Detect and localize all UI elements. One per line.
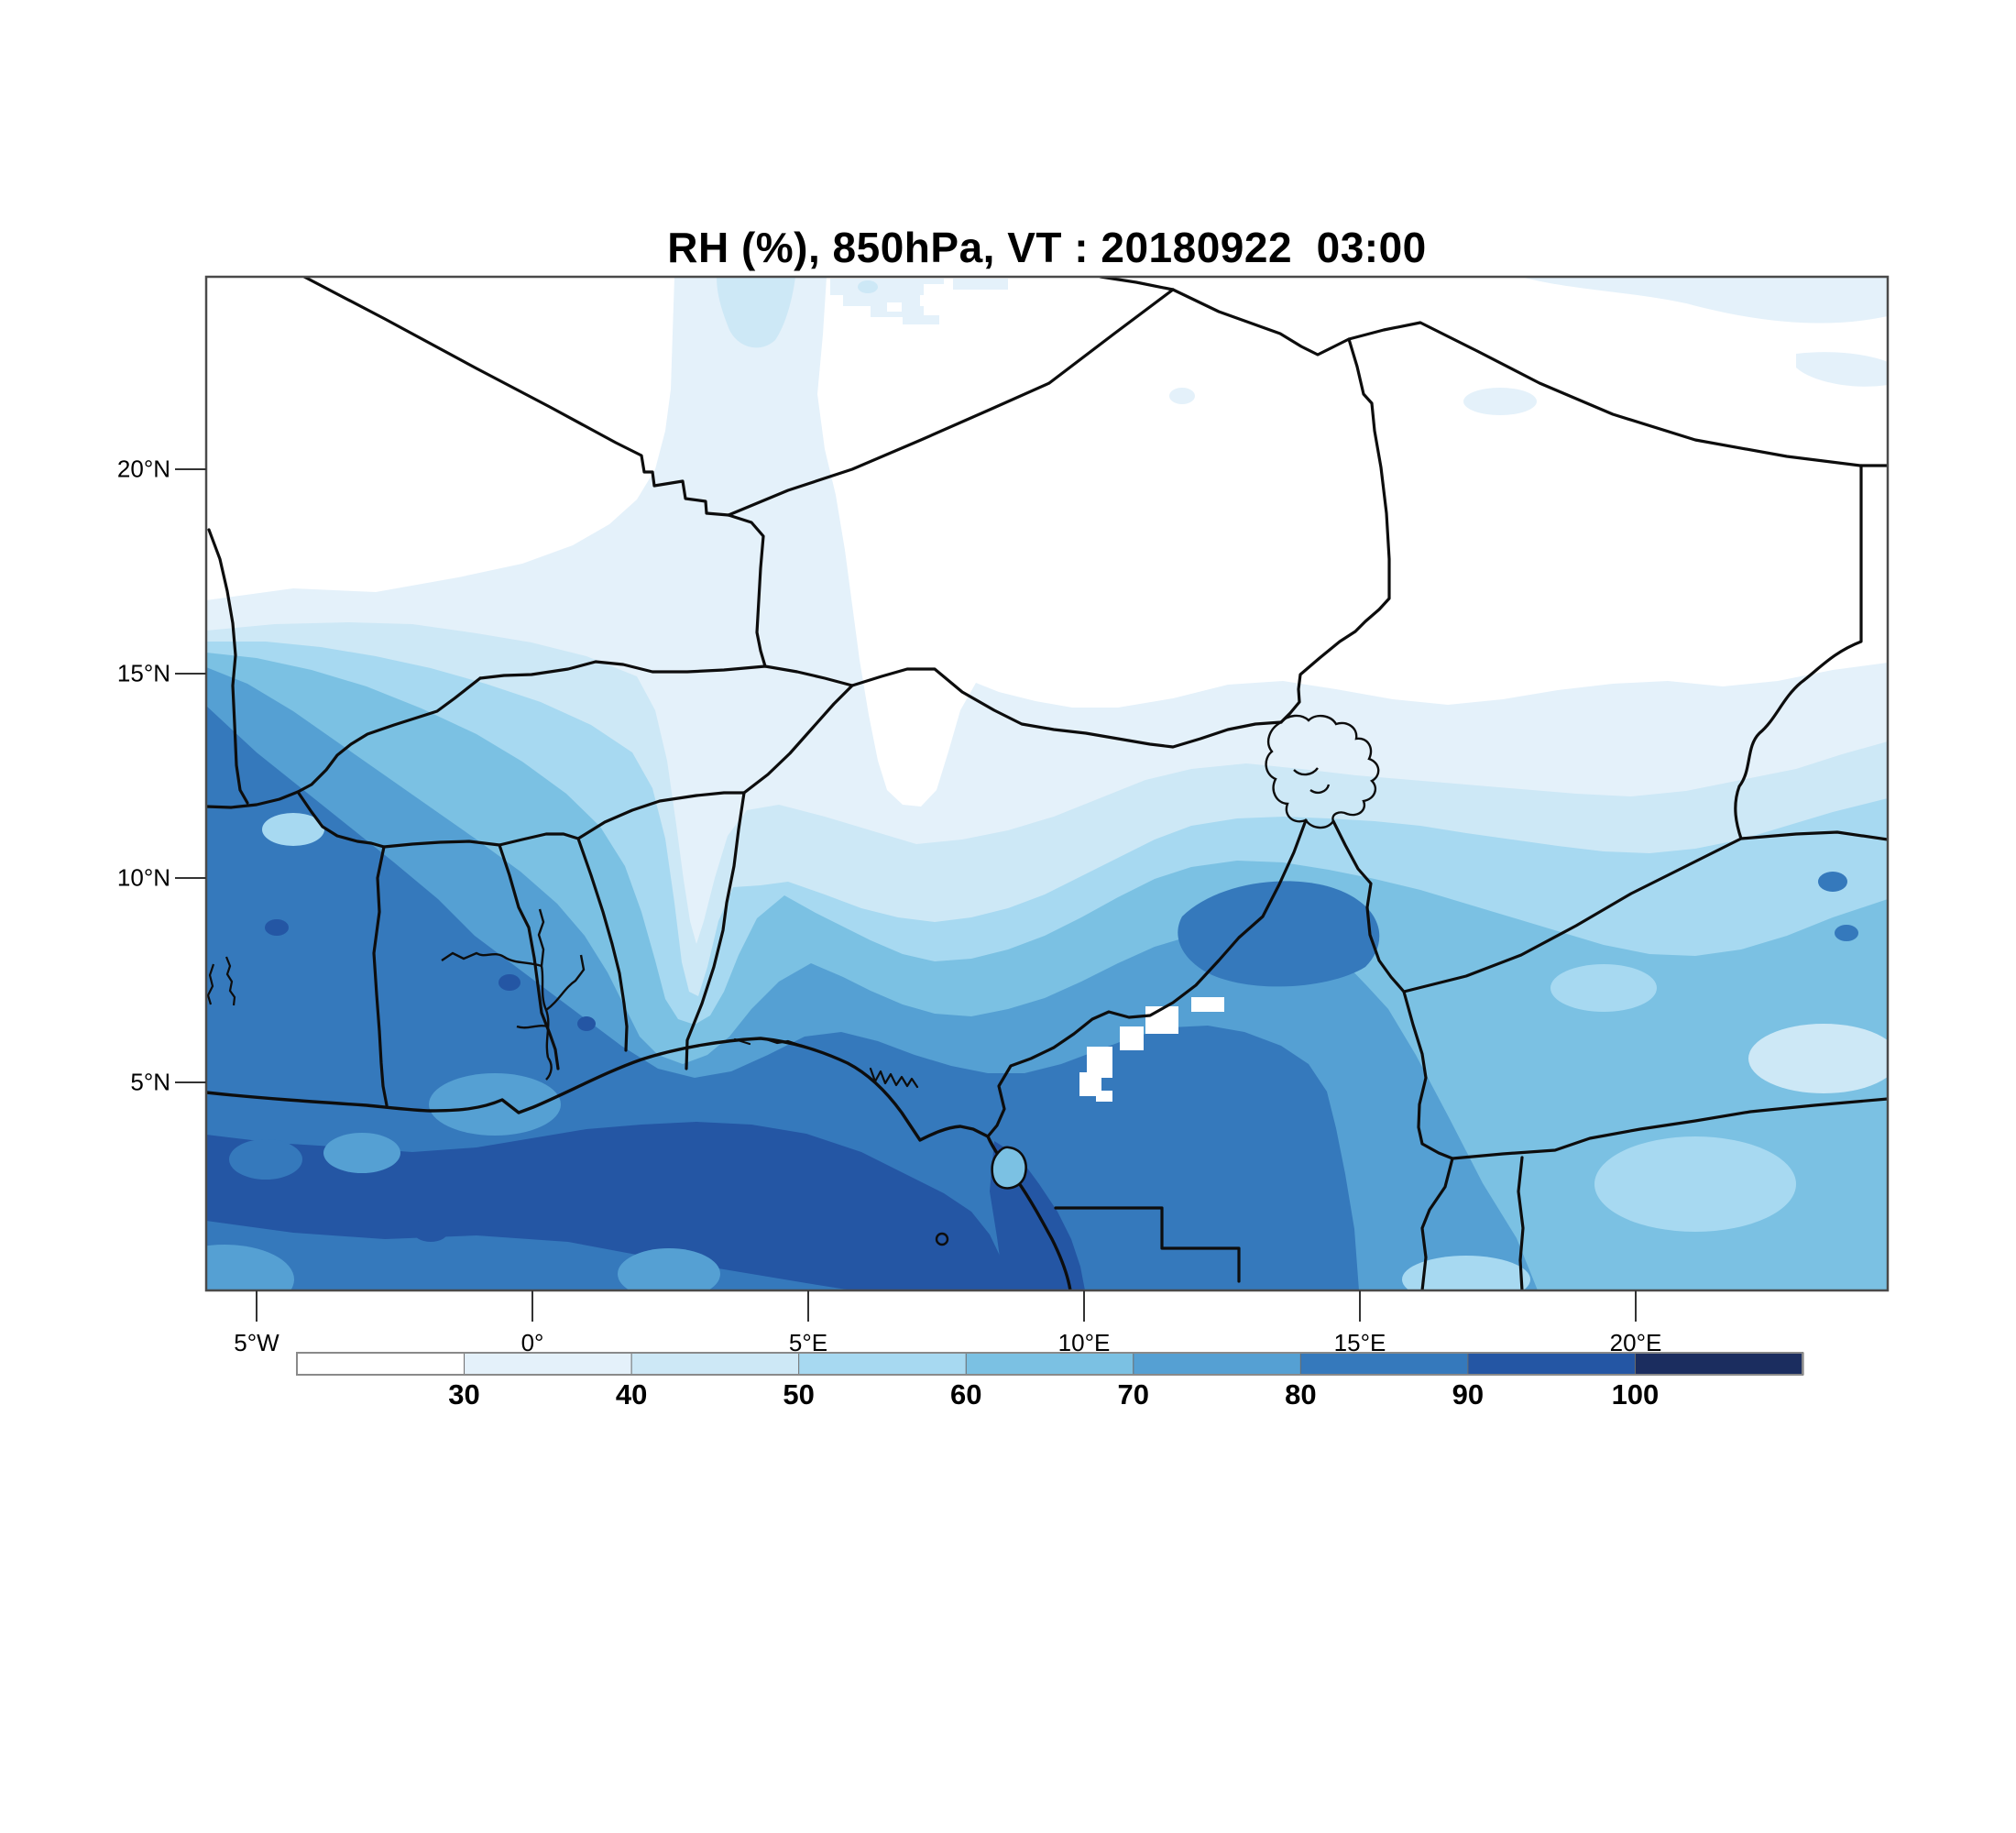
map-frame [204,275,1890,1292]
light-patch-70-80 [429,1073,561,1136]
border-benin-nigeria [685,791,746,1070]
border-ghana-north [382,840,501,849]
contour-blob-80-90 [1178,881,1380,987]
contour-patch-30-40 [903,315,939,324]
missing-data-patches [887,284,1224,1102]
border-chad-east [1402,464,1888,993]
border-mali-west [207,528,249,805]
colorbar-boundary-label: 80 [1285,1378,1317,1410]
border-algeria-niger [727,277,1175,517]
y-tick-label: 15°N [116,659,170,687]
contour-dot-90-100 [577,1016,596,1031]
light-patch-50-60 [262,813,324,846]
x-tick-label: 5°W [234,1329,279,1356]
light-patch-70-80 [206,1245,294,1290]
contour-patch-30-40 [953,279,1008,290]
border-niger-chad [1279,337,1391,724]
colorbar-boundary-label: 60 [949,1378,982,1410]
light-patch-50-60 [1550,964,1657,1012]
border-nigeria-cameroon [986,818,1308,1138]
x-tick-label: 15°E [1333,1329,1386,1356]
niger-delta-lagoons [733,1037,919,1089]
contour-dot-80-90 [1818,872,1847,892]
lake-chad [1265,714,1380,829]
colorbar-boundary-label: 40 [615,1378,648,1410]
light-patch-40-50 [1748,1024,1888,1093]
border-eq-guinea [1054,1206,1241,1283]
border-mali-algeria [302,277,730,517]
light-patch-50-60 [1594,1136,1796,1232]
light-patch-80-90 [229,1139,302,1180]
contour-patch-30-40 [1169,388,1195,404]
contour-dot-90-100 [265,919,289,936]
contour-field [206,277,1888,1290]
light-patch-50-60 [1402,1256,1530,1290]
colorbar-boundary-label: 90 [1452,1378,1485,1410]
contour-patch-30-40 [830,279,944,295]
border-niger-libya [1171,288,1888,467]
border-togo-benin [576,837,629,1052]
colorbar-segment [1634,1352,1804,1376]
contour-patch-30-40 [1796,352,1888,387]
colorbar [297,1352,1804,1376]
bioko-island [991,1146,1027,1190]
contour-dot-80-90 [1835,925,1858,941]
x-tick-label: 10°E [1057,1329,1111,1356]
border-mali-niger [727,513,767,668]
y-tick-label: 5°N [130,1068,170,1096]
colorbar-boundary-label: 100 [1611,1378,1660,1410]
ivorycoast-lakes [206,956,236,1006]
border-togo-benin-north [498,791,746,847]
border-car-north [1451,1097,1888,1160]
x-tick-label: 5°E [788,1329,828,1356]
x-tick-label: 0° [520,1329,544,1356]
colorbar-segment [630,1352,801,1376]
light-patch-70-80 [618,1248,720,1290]
border-ghana-togo [498,843,560,1070]
y-tick-label: 20°N [116,455,170,483]
contour-fill-90-100 [206,1122,1005,1290]
colorbar-boundary-label: 30 [448,1378,480,1410]
contour-patch-30-40 [1521,277,1888,324]
border-car-west [1517,1156,1525,1290]
light-patch-70-80 [323,1133,400,1173]
plot-title: RH (%), 850hPa, VT : 20180922 03:00 [667,224,1427,271]
x-tick-label: 20°E [1609,1329,1662,1356]
contour-dot-90-100 [412,1218,449,1242]
contour-fill-80-90 [206,706,1359,1290]
contour-patch-40-50 [858,280,878,293]
contour-dot-90-100 [499,974,520,991]
border-cameroon-car [1402,990,1454,1290]
colorbar-segment [798,1352,968,1376]
border-ivorycoast-ghana [372,845,389,1107]
lake-volta [441,908,586,1081]
colorbar-boundary-label: 50 [783,1378,815,1410]
colorbar-boundary-label: 70 [1117,1378,1149,1410]
border-burkina-ivorycoast [206,676,482,809]
border-benin-niger [742,684,854,795]
principe-island [935,1232,949,1246]
contour-patch-40-50 [717,277,795,348]
country-borders [206,277,1888,1290]
contour-patch-30-40 [843,293,920,306]
border-ivorycoast-ghana-north [296,790,386,849]
contour-patch-30-40 [1463,388,1537,415]
border-cameroon-chad [1331,819,1406,993]
axis-tick-marks [175,468,1637,1322]
colorbar-segment [297,1353,466,1375]
border-mali-burkina [478,660,767,680]
colorbar-segment [1133,1352,1302,1376]
colorbar-frame [296,1352,1803,1376]
y-tick-label: 10°N [116,863,170,892]
